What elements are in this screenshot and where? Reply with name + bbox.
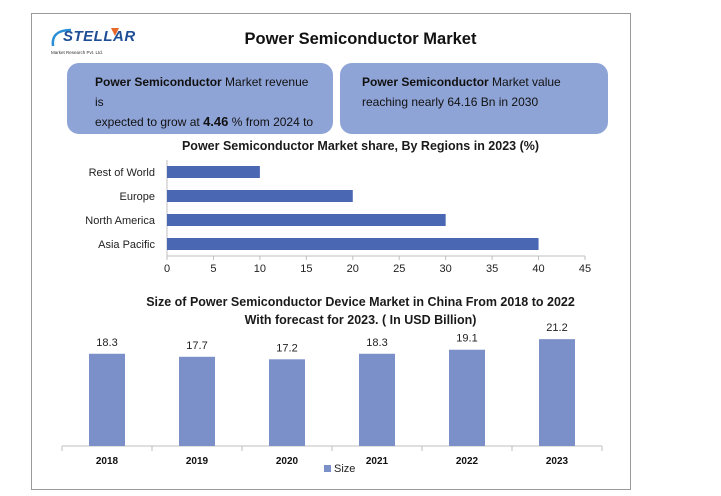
- column-category-label: 2018: [96, 456, 119, 467]
- bar-category-label: Asia Pacific: [98, 239, 155, 251]
- logo-subtitle: Market Research Pvt. Ltd.: [51, 50, 104, 55]
- logo-text: STELLAR: [63, 28, 136, 45]
- info-left-bold: Power Semiconductor: [95, 75, 222, 89]
- info-right-bold: Power Semiconductor: [362, 75, 489, 89]
- bar-x-tick-label: 40: [532, 263, 544, 275]
- legend-label: Size: [334, 463, 355, 475]
- info-left-text3: % from 2024 to: [228, 115, 314, 129]
- info-right-text2: reaching nearly 64.16 Bn in 2030: [362, 95, 539, 109]
- info-box-growth: Power Semiconductor Market revenue is ex…: [67, 63, 333, 134]
- page-title: Power Semiconductor Market: [244, 30, 477, 48]
- bar-rest-of-world: [167, 166, 260, 178]
- column-data-label: 21.2: [546, 322, 567, 334]
- logo-swoosh-icon: [51, 28, 119, 47]
- column-data-label: 17.2: [276, 342, 297, 354]
- bar-x-tick-label: 35: [486, 263, 498, 275]
- column-2018: [89, 353, 125, 446]
- info-right-text1: Market value: [488, 75, 561, 89]
- column-chart-title-line2: With forecast for 2023. ( In USD Billion…: [244, 313, 477, 327]
- bar-chart-title: Power Semiconductor Market share, By Reg…: [181, 139, 540, 153]
- stellar-logo: STELLAR Market Research Pvt. Ltd.: [49, 24, 135, 60]
- column-data-label: 19.1: [456, 333, 477, 345]
- bar-x-tick-label: 15: [300, 263, 312, 275]
- column-2020: [269, 359, 305, 446]
- column-2019: [179, 356, 215, 446]
- column-chart-title-line1: Size of Power Semiconductor Device Marke…: [146, 295, 575, 309]
- column-category-label: 2023: [546, 456, 569, 467]
- bar-category-label: North America: [85, 215, 156, 227]
- bar-category-label: Rest of World: [89, 167, 155, 179]
- bar-x-tick-label: 5: [210, 263, 216, 275]
- bar-x-tick-label: 45: [579, 263, 591, 275]
- column-category-label: 2020: [276, 456, 299, 467]
- info-left-value: 4.46: [203, 114, 229, 129]
- column-data-label: 17.7: [186, 340, 207, 352]
- bar-x-tick-label: 25: [393, 263, 405, 275]
- column-data-label: 18.3: [366, 337, 387, 349]
- info-box-value: Power Semiconductor Market value reachin…: [340, 63, 608, 134]
- column-2023: [539, 339, 575, 446]
- column-category-label: 2021: [366, 456, 389, 467]
- info-left-text2: expected to grow at: [95, 115, 204, 129]
- infographic-frame: [31, 13, 631, 490]
- bar-x-tick-label: 20: [347, 263, 359, 275]
- bar-europe: [167, 190, 353, 202]
- legend-swatch-icon: [324, 465, 331, 472]
- bar-x-tick-label: 10: [254, 263, 266, 275]
- bar-x-tick-label: 0: [164, 263, 170, 275]
- column-category-label: 2022: [456, 456, 479, 467]
- column-chart-title: Size of Power Semiconductor Device Marke…: [0, 293, 721, 329]
- bar-category-label: Europe: [120, 191, 155, 203]
- column-2021: [359, 353, 395, 446]
- regional-share-bar-chart: Rest of World Europe North America Asia Pac…: [85, 160, 591, 275]
- info-left-text1: Market revenue is: [95, 75, 309, 109]
- column-data-label: 18.3: [96, 337, 117, 349]
- bar-asia-pacific: [167, 238, 539, 250]
- column-category-label: 2019: [186, 456, 209, 467]
- column-2022: [449, 349, 485, 446]
- bar-north-america: [167, 214, 446, 226]
- bar-x-tick-label: 30: [440, 263, 452, 275]
